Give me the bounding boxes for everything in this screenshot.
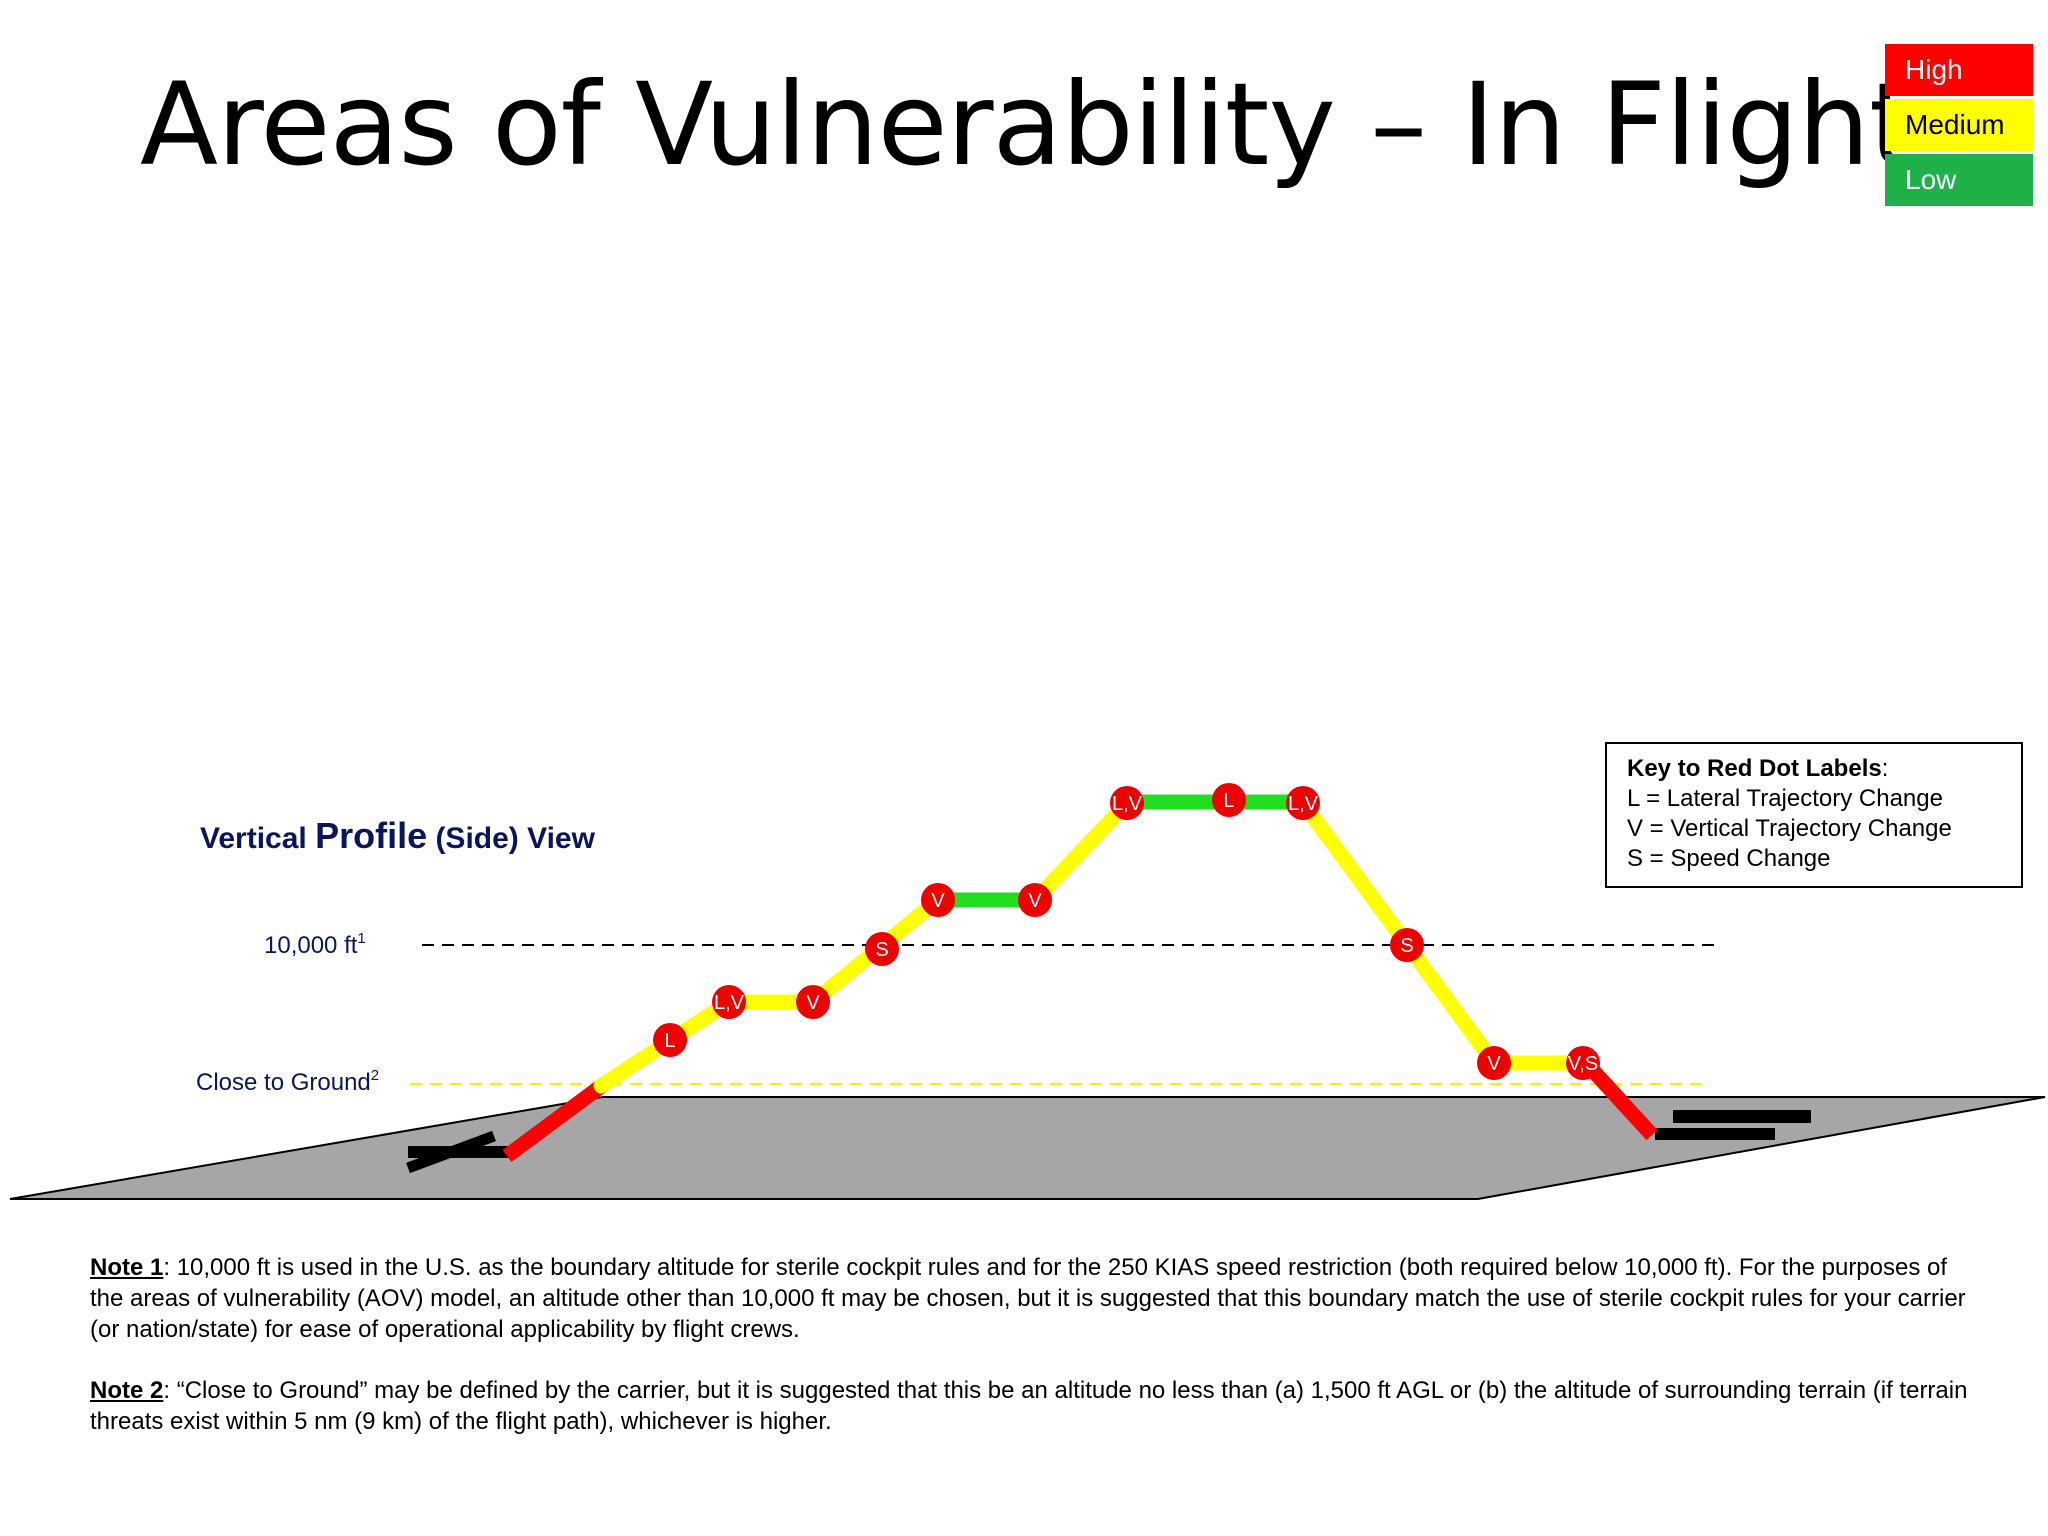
profile-heading: Vertical Profile (Side) View	[200, 815, 596, 856]
note-2-label: Note 2	[90, 1377, 164, 1404]
svg-text:V,S: V,S	[1568, 1053, 1598, 1075]
note-2: Note 2: “Close to Ground” may be defined…	[90, 1375, 1970, 1437]
svg-text:V: V	[1487, 1053, 1501, 1075]
dot-7: L,V	[1110, 786, 1144, 820]
note-2-text: : “Close to Ground” may be defined by th…	[90, 1377, 1968, 1435]
page-title: Areas of Vulnerability – In Flight	[140, 58, 1914, 191]
dot-12: V,S	[1566, 1046, 1600, 1080]
close-to-ground-label: Close to Ground2	[196, 1067, 379, 1096]
dot-9: L,V	[1286, 786, 1320, 820]
ground-plane	[9, 1096, 2046, 1200]
note-1-label: Note 1	[90, 1254, 164, 1281]
key-item-speed: S = Speed Change	[1627, 845, 1831, 872]
svg-text:L,V: L,V	[1112, 793, 1143, 815]
legend-medium: Medium	[1885, 99, 2033, 151]
key-item-lateral: L = Lateral Trajectory Change	[1627, 785, 1943, 812]
legend-high: High	[1885, 44, 2033, 96]
dot-2: L,V	[712, 985, 746, 1019]
dot-1: L	[653, 1023, 687, 1057]
dot-10: S	[1390, 928, 1424, 962]
svg-text:V: V	[806, 992, 820, 1014]
dot-6: V	[1018, 883, 1052, 917]
dot-4: S	[865, 932, 899, 966]
dot-3: V	[796, 985, 830, 1019]
note-1-text: : 10,000 ft is used in the U.S. as the b…	[90, 1254, 1966, 1343]
key-title: Key to Red Dot Labels	[1627, 755, 1882, 782]
segment-climb-to-cruise	[1027, 795, 1135, 908]
ten-thousand-ft-label: 10,000 ft1	[264, 930, 366, 959]
legend-low: Low	[1885, 154, 2033, 206]
key-item-vertical: V = Vertical Trajectory Change	[1627, 815, 1952, 842]
arrival-runway	[1655, 1110, 1811, 1140]
svg-text:S: S	[875, 939, 888, 961]
dot-5: V	[921, 883, 955, 917]
note-1: Note 1: 10,000 ft is used in the U.S. as…	[90, 1252, 1970, 1345]
departure-runway	[406, 1130, 510, 1174]
dot-label-key: Key to Red Dot Labels: L = Lateral Traje…	[1605, 742, 2023, 888]
segment-landing	[1580, 1057, 1658, 1141]
svg-text:L,V: L,V	[1288, 793, 1319, 815]
svg-text:V: V	[931, 890, 945, 912]
svg-text:L: L	[664, 1030, 675, 1052]
svg-text:L,V: L,V	[714, 992, 745, 1014]
key-title-colon: :	[1881, 755, 1889, 782]
dot-8: L	[1212, 783, 1246, 817]
segment-takeoff	[502, 1077, 609, 1163]
svg-text:V: V	[1028, 890, 1042, 912]
dot-11: V	[1477, 1046, 1511, 1080]
svg-text:L: L	[1223, 790, 1234, 812]
svg-text:S: S	[1400, 935, 1413, 957]
